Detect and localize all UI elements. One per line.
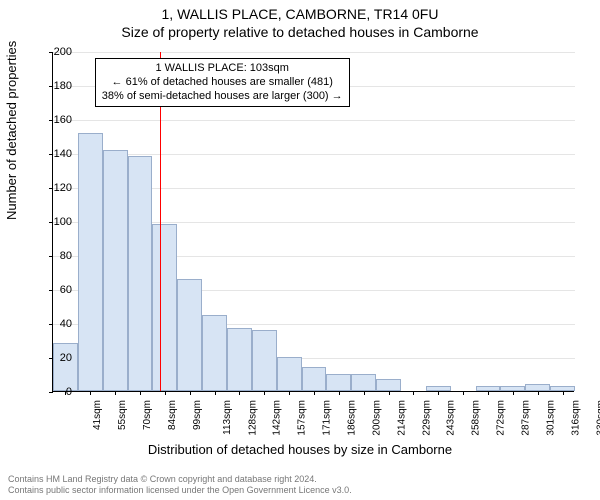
x-tick-label: 84sqm	[167, 400, 178, 430]
footer-line1: Contains HM Land Registry data © Crown c…	[8, 474, 352, 485]
y-tick-label: 180	[42, 80, 72, 92]
x-tick-label: 41sqm	[92, 400, 103, 430]
x-tick-label: 243sqm	[446, 400, 457, 436]
x-tick-label: 171sqm	[322, 400, 333, 436]
histogram-bar	[252, 330, 277, 391]
x-tick-label: 157sqm	[297, 400, 308, 436]
histogram-bar	[78, 133, 103, 391]
histogram-bar	[227, 328, 252, 391]
x-tick-label: 330sqm	[595, 400, 600, 436]
annotation-box: 1 WALLIS PLACE: 103sqm← 61% of detached …	[95, 58, 350, 107]
x-tick-label: 186sqm	[347, 400, 358, 436]
x-axis-label: Distribution of detached houses by size …	[0, 442, 600, 457]
y-tick-label: 100	[42, 216, 72, 228]
histogram-bar	[302, 367, 327, 391]
histogram-chart: 41sqm55sqm70sqm84sqm99sqm113sqm128sqm142…	[52, 52, 574, 392]
x-tick-label: 142sqm	[272, 400, 283, 436]
histogram-bar	[326, 374, 351, 391]
attribution-footer: Contains HM Land Registry data © Crown c…	[8, 474, 352, 496]
y-tick-label: 60	[42, 284, 72, 296]
histogram-bar	[351, 374, 376, 391]
x-tick-label: 70sqm	[142, 400, 153, 430]
page-title: 1, WALLIS PLACE, CAMBORNE, TR14 0FU	[0, 0, 600, 22]
x-tick-label: 99sqm	[192, 400, 203, 430]
x-tick-label: 301sqm	[545, 400, 556, 436]
histogram-bar	[177, 279, 202, 391]
histogram-bar	[376, 379, 401, 391]
histogram-bar	[277, 357, 302, 391]
x-tick-label: 272sqm	[496, 400, 507, 436]
y-axis-label: Number of detached properties	[4, 41, 19, 220]
histogram-bar	[53, 343, 78, 391]
x-tick-label: 128sqm	[247, 400, 258, 436]
y-tick-label: 20	[42, 352, 72, 364]
footer-line2: Contains public sector information licen…	[8, 485, 352, 496]
y-tick-label: 140	[42, 148, 72, 160]
x-tick-label: 316sqm	[570, 400, 581, 436]
annotation-line2: ← 61% of detached houses are smaller (48…	[102, 76, 343, 90]
histogram-bar	[202, 315, 227, 392]
y-tick-label: 160	[42, 114, 72, 126]
x-tick-label: 214sqm	[396, 400, 407, 436]
x-tick-label: 200sqm	[371, 400, 382, 436]
y-tick-label: 0	[42, 386, 72, 398]
histogram-bar	[525, 384, 550, 391]
x-tick-label: 287sqm	[521, 400, 532, 436]
y-tick-label: 200	[42, 46, 72, 58]
x-tick-label: 229sqm	[421, 400, 432, 436]
histogram-bar	[152, 224, 177, 391]
histogram-bar	[128, 156, 153, 391]
y-tick-label: 120	[42, 182, 72, 194]
histogram-bar	[103, 150, 128, 391]
chart-subtitle: Size of property relative to detached ho…	[0, 22, 600, 40]
x-tick-label: 113sqm	[222, 400, 233, 435]
annotation-line3: 38% of semi-detached houses are larger (…	[102, 90, 343, 104]
x-tick-label: 258sqm	[471, 400, 482, 436]
y-tick-label: 80	[42, 250, 72, 262]
y-tick-label: 40	[42, 318, 72, 330]
annotation-line1: 1 WALLIS PLACE: 103sqm	[102, 62, 343, 76]
x-tick-label: 55sqm	[117, 400, 128, 430]
